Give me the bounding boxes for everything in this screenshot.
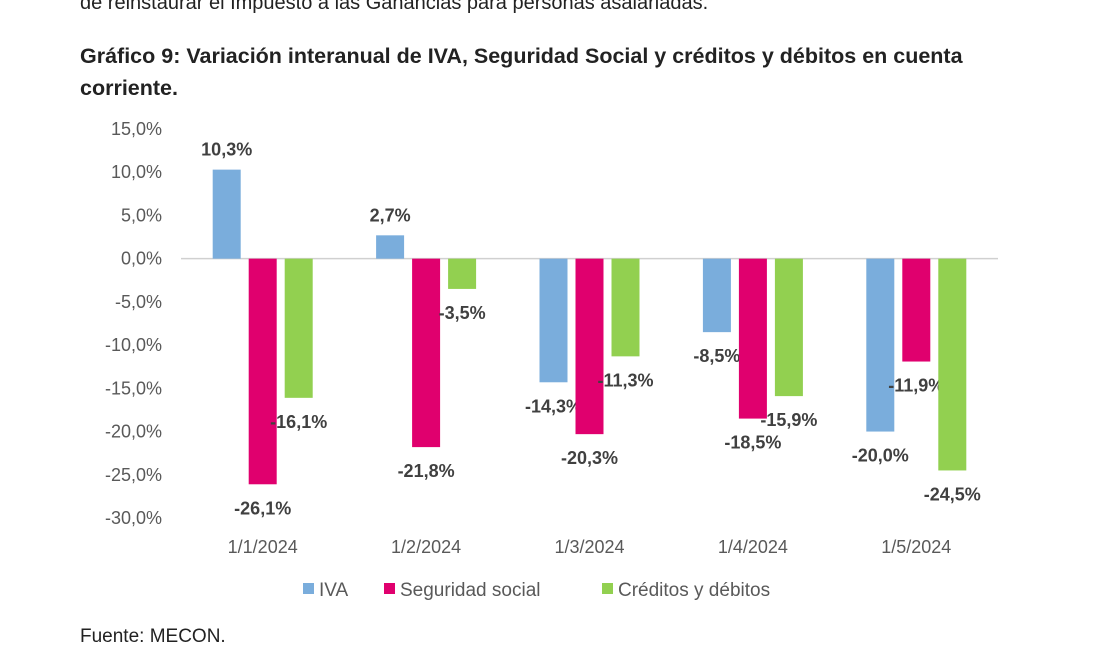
data-label-creditos-debitos: -11,3% xyxy=(597,370,653,390)
source-note: Fuente: MECON. xyxy=(80,626,226,647)
data-label-creditos-debitos: -16,1% xyxy=(270,412,327,432)
legend-swatch-seguridad-social xyxy=(384,583,395,594)
legend-label-iva: IVA xyxy=(319,580,349,601)
data-label-creditos-debitos: -15,9% xyxy=(760,410,817,430)
y-tick-label: 5,0% xyxy=(121,205,162,225)
data-label-iva: -8,5% xyxy=(693,346,740,366)
bar-seguridad-social xyxy=(738,258,767,419)
y-tick-label: 10,0% xyxy=(111,162,162,182)
bar-iva xyxy=(702,258,731,333)
y-tick-label: 15,0% xyxy=(111,119,162,139)
y-tick-label: -10,0% xyxy=(105,335,162,355)
legend-swatch-creditos-debitos xyxy=(602,583,613,594)
data-label-iva: -14,3% xyxy=(525,396,582,416)
bar-creditos-debitos xyxy=(774,258,803,397)
data-label-seguridad-social: -20,3% xyxy=(561,448,618,468)
bar-iva xyxy=(376,235,405,259)
bar-seguridad-social xyxy=(412,258,441,448)
intro-text: de reinstaurar el Impuesto a las Gananci… xyxy=(80,0,709,14)
legend-label-creditos-debitos: Créditos y débitos xyxy=(618,580,770,601)
y-tick-label: -5,0% xyxy=(115,292,162,312)
bar-chart: 15,0% 10,0% 5,0% 0,0% -5,0% -10,0% -15,0% -20,0… xyxy=(105,119,998,601)
data-label-creditos-debitos: -24,5% xyxy=(924,484,981,504)
bar-creditos-debitos xyxy=(938,258,967,471)
bar-creditos-debitos xyxy=(448,258,477,289)
data-label-seguridad-social: -11,9% xyxy=(888,376,944,396)
bar-iva xyxy=(866,258,895,432)
x-tick-label: 1/3/2024 xyxy=(554,537,624,557)
x-tick-label: 1/1/2024 xyxy=(228,537,298,557)
legend-swatch-iva xyxy=(303,583,314,594)
data-label-seguridad-social: -18,5% xyxy=(724,433,781,453)
data-label-iva: 10,3% xyxy=(201,140,252,160)
data-label-creditos-debitos: -3,5% xyxy=(439,303,486,323)
data-label-seguridad-social: -26,1% xyxy=(234,498,291,518)
data-label-iva: 2,7% xyxy=(370,205,411,225)
data-label-seguridad-social: -21,8% xyxy=(398,461,455,481)
y-tick-label: -30,0% xyxy=(105,508,162,528)
data-label-iva: -20,0% xyxy=(852,446,909,466)
y-tick-label: -25,0% xyxy=(105,465,162,485)
bar-iva xyxy=(539,258,568,383)
bar-seguridad-social xyxy=(248,258,277,485)
bar-creditos-debitos xyxy=(284,258,313,398)
bar-iva xyxy=(212,169,241,259)
bar-seguridad-social xyxy=(902,258,931,362)
y-tick-label: 0,0% xyxy=(121,249,162,269)
legend-label-seguridad-social: Seguridad social xyxy=(400,580,540,601)
y-tick-label: -20,0% xyxy=(105,422,162,442)
x-tick-label: 1/2/2024 xyxy=(391,537,461,557)
x-tick-label: 1/4/2024 xyxy=(718,537,788,557)
x-tick-label: 1/5/2024 xyxy=(881,537,951,557)
chart-title: Gráfico 9: Variación interanual de IVA, … xyxy=(80,44,963,100)
bar-seguridad-social xyxy=(575,258,604,435)
bar-creditos-debitos xyxy=(611,258,640,357)
y-tick-label: -15,0% xyxy=(105,378,162,398)
